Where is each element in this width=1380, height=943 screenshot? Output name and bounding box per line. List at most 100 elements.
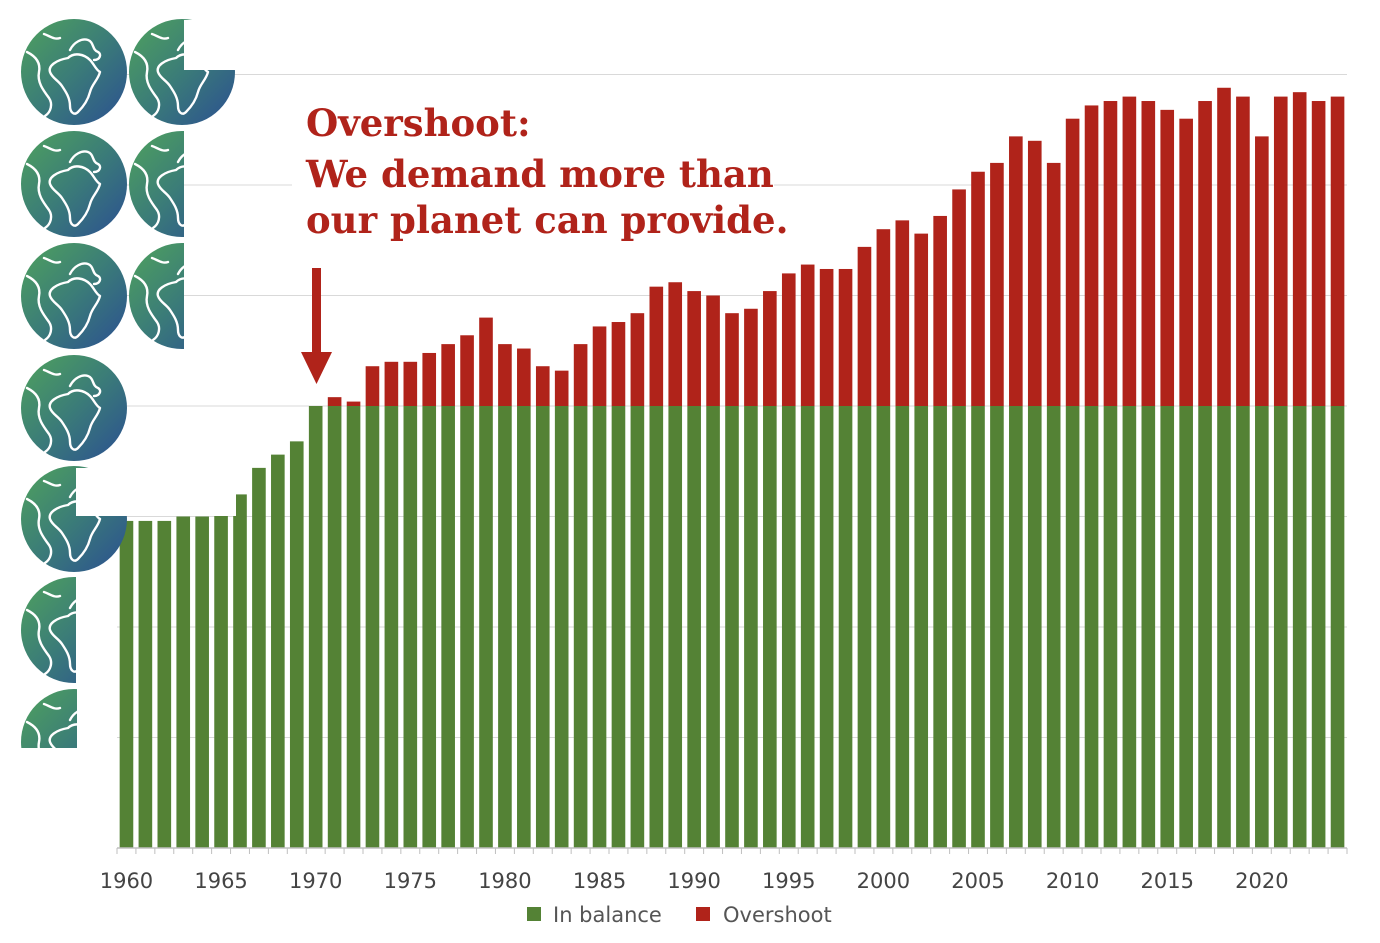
x-axis: [116, 847, 1348, 854]
bar-in-balance: [611, 406, 626, 848]
bar-overshoot: [1065, 118, 1080, 406]
mask: [76, 468, 236, 516]
bar-overshoot: [498, 344, 512, 406]
bar-overshoot: [1027, 140, 1042, 407]
earth-globe-icon: [129, 131, 184, 237]
bar-overshoot: [763, 291, 777, 406]
bar-overshoot: [441, 344, 455, 406]
bar-in-balance: [857, 406, 872, 848]
x-tick-label: 2015: [1141, 869, 1194, 893]
x-tick-label: 1990: [667, 869, 720, 893]
bar-in-balance: [157, 520, 172, 848]
bar-in-balance: [1103, 406, 1118, 848]
bar-in-balance: [819, 406, 834, 848]
bar-overshoot: [1141, 101, 1156, 407]
bar-overshoot: [914, 233, 929, 406]
annotation-arrow-icon: [301, 268, 332, 384]
bar-in-balance: [1255, 406, 1269, 848]
bar-in-balance: [649, 406, 664, 848]
bar-overshoot: [1217, 87, 1231, 406]
bar-in-balance: [763, 406, 777, 848]
bar-in-balance: [1084, 406, 1099, 848]
bar-overshoot: [592, 326, 607, 406]
bar-in-balance: [441, 406, 455, 848]
bar-in-balance: [176, 516, 191, 848]
bar-overshoot: [422, 352, 437, 406]
bar-in-balance: [1065, 406, 1080, 848]
bar-overshoot: [517, 348, 531, 406]
legend-swatch-overshoot: [696, 907, 710, 921]
bar-overshoot: [819, 268, 834, 406]
earth-globe-icon: [21, 243, 127, 349]
x-tick-label: 1965: [194, 869, 247, 893]
bar-overshoot: [706, 295, 720, 406]
bar-in-balance: [498, 406, 512, 848]
bar-in-balance: [289, 441, 304, 848]
bar-in-balance: [233, 494, 247, 848]
bar-overshoot: [971, 171, 985, 406]
overshoot-annotation: Overshoot: We demand more than our plane…: [292, 98, 788, 384]
bar-in-balance: [876, 406, 891, 848]
bar-overshoot: [1255, 136, 1269, 406]
bar-in-balance: [1330, 406, 1345, 848]
bar-in-balance: [1236, 406, 1250, 848]
bar-in-balance: [1141, 406, 1156, 848]
bar-overshoot: [535, 366, 550, 406]
bar-in-balance: [535, 406, 550, 848]
bar-in-balance: [592, 406, 607, 848]
bar-overshoot: [668, 282, 683, 406]
bar-in-balance: [895, 406, 910, 848]
bar-in-balance: [327, 406, 342, 848]
bar-in-balance: [271, 454, 285, 848]
bars: [119, 87, 1345, 848]
bar-in-balance: [195, 516, 209, 848]
legend-label-overshoot: Overshoot: [723, 903, 832, 927]
mask: [184, 20, 236, 70]
bar-overshoot: [1103, 101, 1118, 407]
legend: In balance Overshoot: [527, 903, 832, 927]
bar-overshoot: [365, 366, 380, 406]
annotation-line-2: We demand more than: [305, 152, 774, 196]
legend-swatch-in-balance: [527, 907, 541, 921]
bar-overshoot: [744, 308, 758, 406]
globe-icons: [21, 19, 236, 748]
bar-overshoot: [1311, 101, 1326, 407]
bar-overshoot: [1046, 162, 1061, 406]
bar-overshoot: [1273, 96, 1288, 406]
bar-overshoot: [573, 344, 588, 406]
bar-in-balance: [744, 406, 758, 848]
earth-globe-icon: [21, 19, 127, 125]
bar-overshoot: [384, 361, 399, 406]
bar-in-balance: [554, 406, 569, 848]
bar-in-balance: [914, 406, 929, 848]
legend-label-in-balance: In balance: [553, 903, 662, 927]
bar-overshoot: [327, 397, 342, 406]
x-tick-label: 1975: [384, 869, 437, 893]
bar-overshoot: [630, 313, 645, 406]
x-tick-label: 2010: [1046, 869, 1099, 893]
bar-overshoot: [1236, 96, 1250, 406]
bar-in-balance: [460, 406, 474, 848]
bar-overshoot: [1122, 96, 1137, 406]
x-tick-label: 2000: [857, 869, 910, 893]
bar-overshoot: [990, 162, 1004, 406]
bar-overshoot: [1160, 109, 1175, 407]
bar-overshoot: [687, 291, 701, 406]
bar-in-balance: [214, 512, 228, 848]
bar-in-balance: [365, 406, 380, 848]
earth-globe-icon: [21, 131, 127, 237]
bar-overshoot: [346, 401, 361, 406]
bar-in-balance: [138, 520, 153, 848]
bar-in-balance: [1292, 406, 1307, 848]
bar-overshoot: [952, 189, 966, 406]
bar-in-balance: [800, 406, 815, 848]
bar-in-balance: [119, 520, 134, 848]
x-tick-label: 1995: [762, 869, 815, 893]
bar-in-balance: [308, 406, 323, 848]
bar-overshoot: [1084, 105, 1099, 406]
bar-in-balance: [630, 406, 645, 848]
bar-overshoot: [1330, 96, 1345, 406]
annotation-line-1: Overshoot:: [306, 101, 531, 145]
